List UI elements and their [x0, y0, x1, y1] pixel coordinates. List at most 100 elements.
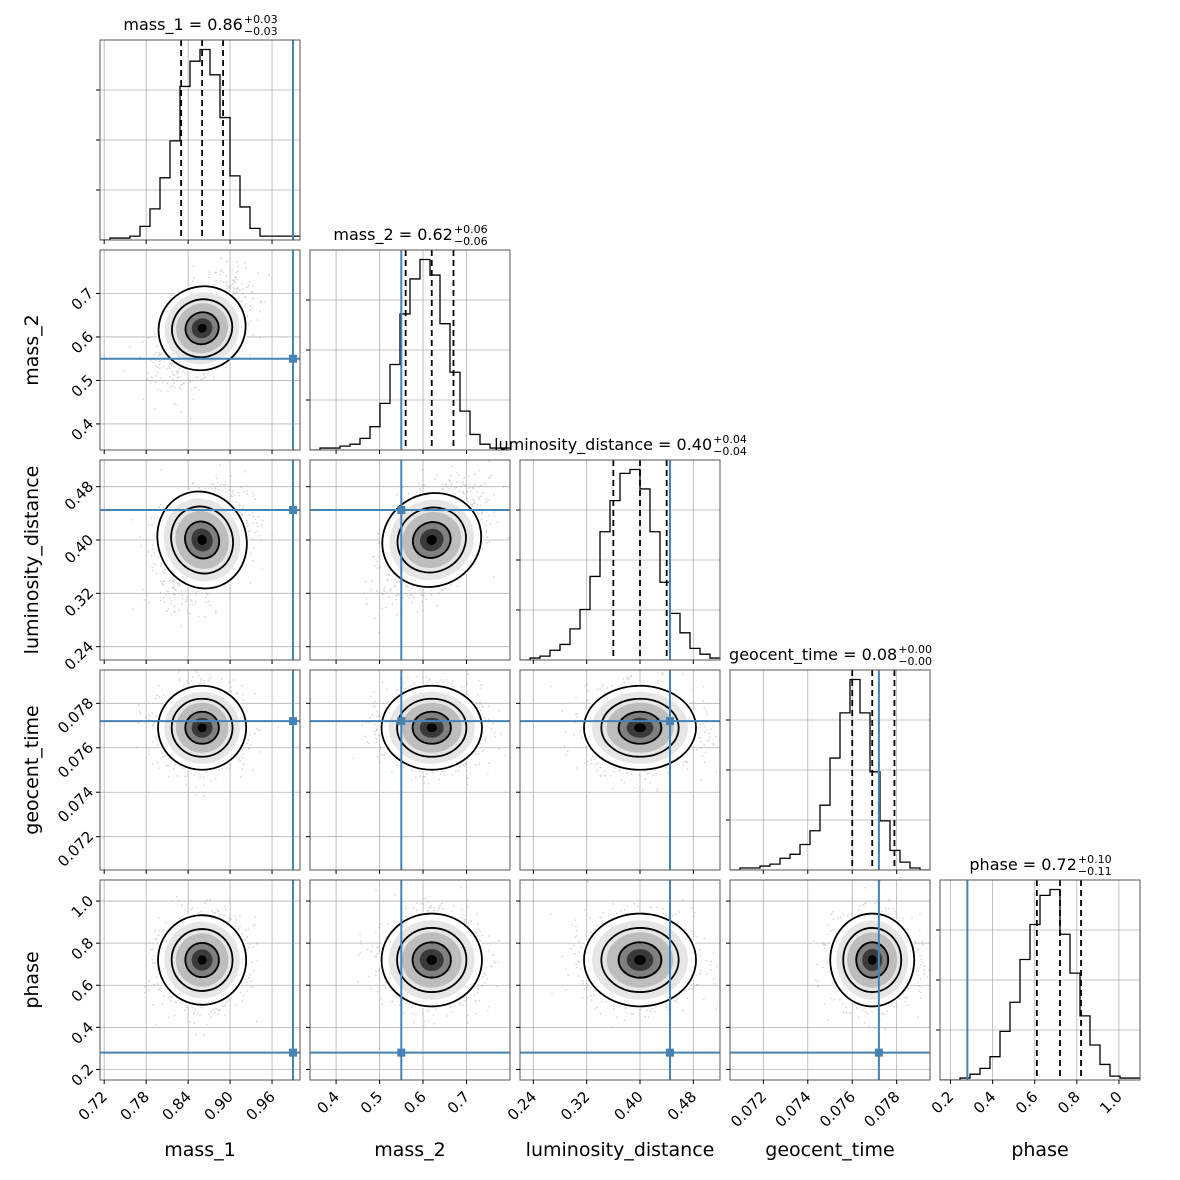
title-minus: −0.04 — [713, 445, 747, 458]
histogram-mass_2: mass_2 = 0.62 +0.06−0.06 — [306, 223, 511, 454]
histogram-step — [940, 888, 1140, 1080]
panel-frame — [309, 249, 511, 451]
contour-line — [842, 927, 903, 993]
panel-frame — [309, 879, 511, 1081]
x-tick-label: 0.6 — [1012, 1088, 1042, 1118]
contour-line — [396, 927, 468, 993]
panel-mass_2-vs-phase: 0.4 0.5 0.6 0.7 mass_2 — [306, 879, 511, 1161]
y-tick-label: 0.078 — [54, 694, 97, 737]
contour-line — [583, 684, 697, 771]
title-main: geocent_time = 0.08 — [729, 645, 897, 665]
x-tick-label: 0.48 — [664, 1088, 700, 1124]
truth-marker — [666, 1048, 674, 1057]
contour-line — [600, 697, 680, 758]
x-tick-label: 0.7 — [444, 1088, 474, 1118]
panel-title: mass_2 = 0.62 — [333, 225, 452, 245]
y-axis-label: phase — [21, 951, 43, 1008]
contour-line — [170, 505, 234, 575]
y-tick-label: 0.5 — [68, 371, 98, 401]
x-tick-label: 0.4 — [313, 1088, 343, 1118]
contour-line — [157, 684, 248, 771]
density-fill — [426, 955, 437, 965]
panel-content — [730, 880, 930, 1080]
x-axis-label: mass_1 — [164, 1139, 236, 1161]
density-fill — [426, 535, 437, 545]
x-tick-label: 0.32 — [557, 1088, 593, 1124]
histogram-step — [100, 48, 300, 240]
x-tick-label: 0.2 — [928, 1088, 958, 1118]
title-main: mass_2 = 0.62 — [333, 225, 452, 245]
density-fill — [197, 955, 207, 965]
x-tick-label: 0.072 — [727, 1088, 770, 1131]
truth-marker — [874, 1048, 883, 1057]
x-tick-label: 0.076 — [816, 1088, 859, 1131]
truth-marker — [397, 717, 406, 726]
y-axis-label: mass_2 — [21, 314, 43, 386]
histogram-step — [310, 258, 510, 450]
y-tick-label: 0.24 — [61, 637, 97, 673]
contour-line — [411, 521, 452, 559]
y-tick-label: 0.7 — [68, 284, 98, 314]
x-tick-label: 0.6 — [400, 1088, 430, 1118]
panel-frame — [99, 669, 301, 871]
panel-title: geocent_time = 0.08 — [729, 645, 897, 665]
contour-line — [380, 684, 483, 771]
x-tick-label: 0.074 — [772, 1088, 815, 1131]
panel-content — [310, 880, 510, 1080]
contour-line — [411, 941, 452, 979]
x-tick-label: 0.078 — [860, 1088, 903, 1131]
y-tick-label: 0.40 — [61, 531, 97, 567]
panel-content — [100, 40, 300, 240]
panel-geocent_time-vs-phase: 0.072 0.074 0.076 0.078 geocent_time — [726, 879, 931, 1161]
y-tick-label: 0.4 — [68, 1018, 98, 1048]
panel-frame — [939, 879, 1141, 1081]
truth-marker — [289, 717, 298, 726]
title-minus: −0.06 — [454, 235, 488, 248]
histogram-phase: phase = 0.72 +0.10−0.11 0.2 0.4 0.6 0.8 1.0 pha… — [928, 853, 1141, 1161]
y-tick-label: 0.072 — [54, 827, 97, 870]
title-plus: +0.00 — [898, 643, 932, 656]
panel-frame — [729, 879, 931, 1081]
x-axis-label: mass_2 — [374, 1139, 446, 1161]
contour-line — [184, 710, 220, 745]
y-axis-label: luminosity_distance — [21, 466, 43, 655]
contour-line — [156, 490, 248, 590]
y-tick-label: 0.32 — [61, 584, 97, 620]
truth-marker — [289, 1048, 298, 1057]
truth-marker — [397, 1048, 406, 1057]
panel-mass_1-vs-phase: 0.72 0.78 0.84 0.90 0.96 mass_1 0.2 0.4 0.6 0.8 1.… — [21, 879, 301, 1161]
y-tick-label: 0.076 — [54, 739, 97, 782]
truth-marker — [289, 354, 298, 363]
x-axis-label: phase — [1011, 1139, 1068, 1161]
density-fill — [634, 723, 646, 733]
title-plus: +0.10 — [1078, 853, 1112, 866]
y-tick-label: 0.074 — [54, 783, 97, 826]
panel-content — [100, 880, 300, 1080]
contour-line — [617, 710, 663, 745]
density-fill — [197, 323, 207, 333]
x-tick-label: 0.5 — [357, 1088, 387, 1118]
x-tick-label: 0.24 — [504, 1088, 540, 1124]
density-fill — [426, 723, 437, 733]
panel-frame — [309, 669, 511, 871]
panel-luminosity_distance-vs-phase: 0.24 0.32 0.40 0.48 luminosity_distance — [504, 879, 721, 1161]
contour-line — [157, 914, 248, 1006]
panel-luminosity_distance-vs-geocent_time — [516, 669, 721, 874]
title-main: mass_1 = 0.86 — [123, 15, 242, 35]
panel-frame — [519, 669, 721, 871]
panel-title: mass_1 = 0.86 — [123, 15, 242, 35]
density-fill — [197, 723, 207, 733]
panel-frame — [99, 459, 301, 661]
truth-marker — [666, 717, 674, 726]
panel-frame — [729, 669, 931, 871]
histogram-mass_1: mass_1 = 0.86 +0.03−0.03 — [96, 13, 301, 244]
contour-line — [381, 492, 483, 588]
y-tick-label: 0.2 — [68, 1060, 98, 1090]
y-tick-label: 0.6 — [68, 976, 98, 1006]
panel-mass_1-vs-mass_2: 0.4 0.5 0.6 0.7 mass_2 — [21, 249, 301, 454]
y-tick-label: 0.48 — [61, 477, 97, 513]
contour-line — [380, 912, 483, 1008]
density-fill — [197, 534, 207, 546]
x-tick-label: 0.96 — [243, 1088, 279, 1124]
